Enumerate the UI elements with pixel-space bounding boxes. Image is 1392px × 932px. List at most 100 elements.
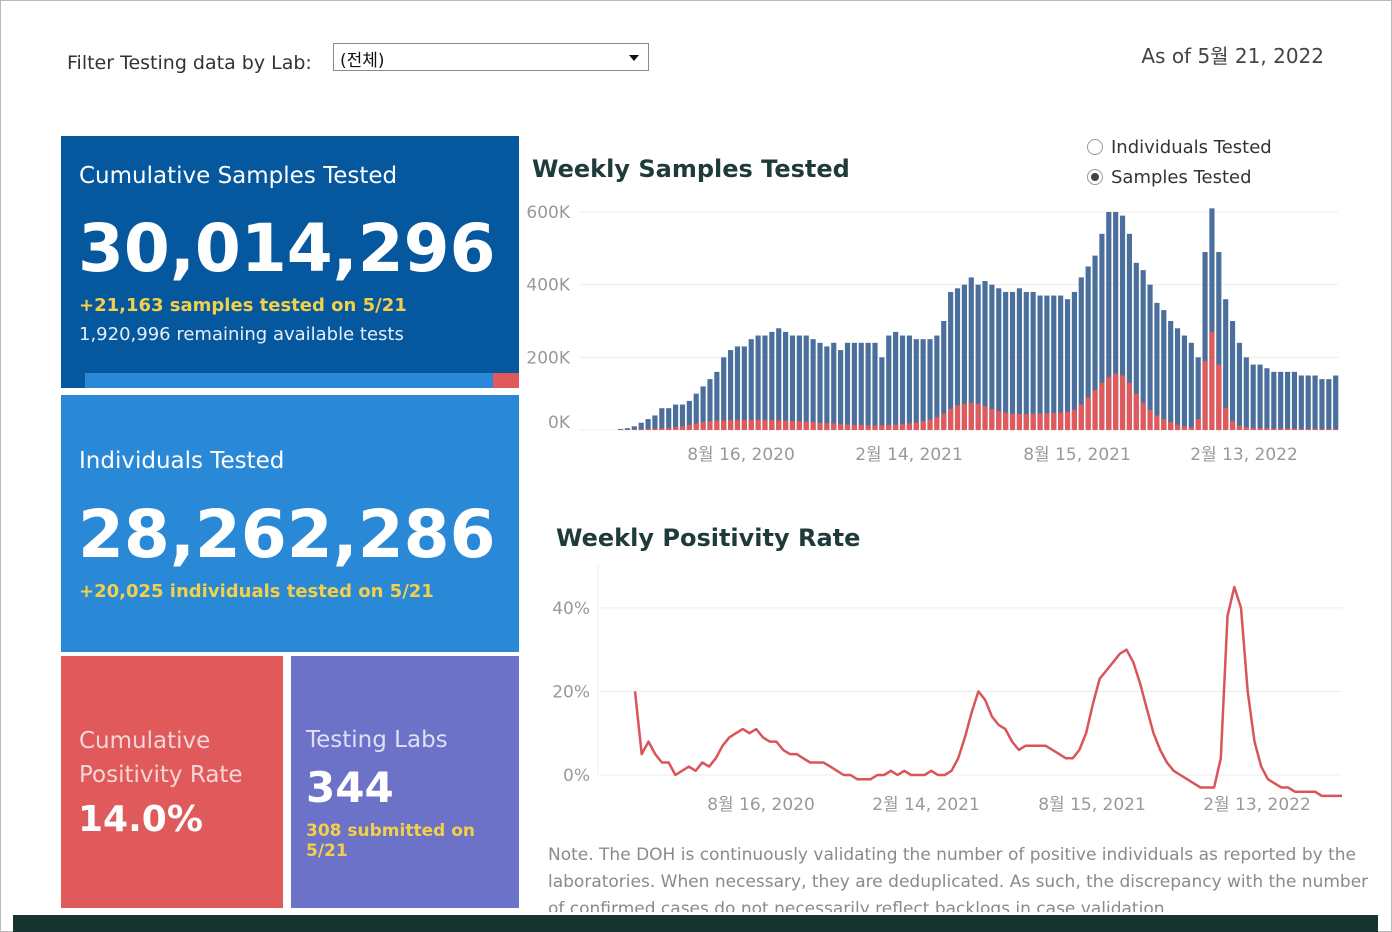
samples-bar bbox=[1236, 342, 1243, 430]
samples-bar bbox=[679, 404, 686, 430]
samples-bar bbox=[934, 335, 940, 430]
positive-bar bbox=[941, 413, 947, 430]
y-tick-label: 200K bbox=[526, 348, 570, 368]
samples-bar bbox=[989, 284, 995, 430]
y-tick-label: 40% bbox=[552, 599, 590, 619]
samples-bar bbox=[1154, 302, 1160, 430]
samples-bar bbox=[1319, 379, 1325, 430]
positive-bar bbox=[1181, 426, 1188, 430]
positive-bar bbox=[734, 420, 741, 430]
samples-bar bbox=[783, 331, 789, 430]
individuals-tested-card: Individuals Tested 28,262,286 +20,025 in… bbox=[61, 395, 519, 652]
positive-bar bbox=[1126, 382, 1132, 430]
samples-bar bbox=[996, 288, 1002, 430]
samples-bar bbox=[975, 284, 981, 430]
samples-bar bbox=[1243, 357, 1249, 430]
x-tick-label: 2월 14, 2021 bbox=[872, 795, 980, 815]
labs-count: 344 bbox=[306, 763, 394, 812]
positive-bar bbox=[1003, 412, 1009, 430]
positive-bar bbox=[721, 420, 727, 430]
samples-bar bbox=[1099, 233, 1105, 430]
positive-bar bbox=[1058, 412, 1064, 430]
samples-bar bbox=[631, 426, 637, 430]
samples-bar bbox=[1113, 212, 1119, 430]
positive-bar bbox=[1147, 410, 1153, 430]
labs-submitted: 308 submitted on 5/21 bbox=[306, 821, 475, 861]
samples-bar bbox=[844, 342, 851, 430]
positive-bar bbox=[1291, 428, 1298, 430]
positive-bar bbox=[1202, 360, 1208, 430]
radio-icon[interactable] bbox=[1087, 139, 1103, 155]
lab-filter-select[interactable]: (전체) bbox=[333, 43, 649, 71]
y-tick-label: 400K bbox=[526, 276, 570, 296]
samples-bar bbox=[858, 342, 864, 430]
samples-bar bbox=[700, 386, 706, 430]
positive-bar bbox=[920, 421, 926, 430]
samples-bar bbox=[1195, 357, 1201, 430]
samples-total: 30,014,296 bbox=[78, 210, 496, 287]
samples-bar bbox=[1181, 335, 1188, 430]
positive-bar bbox=[1044, 413, 1050, 430]
positive-bar bbox=[762, 420, 768, 430]
samples-bar bbox=[810, 339, 816, 430]
toggle-individuals-tested[interactable]: Individuals Tested bbox=[1087, 137, 1272, 158]
samples-bar bbox=[1119, 215, 1126, 430]
samples-bar bbox=[755, 335, 761, 430]
positive-bar bbox=[996, 411, 1002, 430]
positive-bar bbox=[1161, 419, 1167, 430]
samples-bar bbox=[776, 328, 782, 430]
samples-bar bbox=[1037, 295, 1043, 430]
toggle-label: Individuals Tested bbox=[1111, 137, 1272, 158]
positive-bar bbox=[1271, 428, 1277, 430]
samples-bar bbox=[686, 400, 692, 430]
positive-bar bbox=[1078, 404, 1084, 430]
samples-bar bbox=[796, 335, 802, 430]
positive-bar bbox=[1216, 364, 1222, 430]
samples-bar bbox=[1133, 262, 1139, 430]
samples-bar bbox=[645, 419, 651, 430]
positive-bar bbox=[1250, 427, 1256, 430]
samples-bar bbox=[982, 281, 988, 430]
samples-bar bbox=[762, 335, 768, 430]
samples-bar bbox=[769, 331, 775, 430]
positive-bar bbox=[776, 420, 782, 430]
positive-bar bbox=[741, 419, 747, 430]
positive-bar bbox=[927, 419, 933, 430]
positive-bar bbox=[913, 422, 919, 430]
positive-bar bbox=[1119, 375, 1126, 430]
x-tick-label: 8월 16, 2020 bbox=[687, 445, 795, 465]
toggle-samples-tested[interactable]: Samples Tested bbox=[1087, 167, 1252, 188]
samples-bar bbox=[693, 393, 699, 430]
positive-bar bbox=[1154, 415, 1160, 430]
positive-bar bbox=[1113, 373, 1119, 430]
positive-bar bbox=[1168, 422, 1174, 430]
positive-bar bbox=[783, 420, 789, 430]
positive-bar bbox=[1016, 414, 1022, 430]
footer-bar bbox=[13, 915, 1378, 932]
weekly-samples-title: Weekly Samples Tested bbox=[532, 155, 850, 183]
samples-bar bbox=[741, 346, 747, 430]
positive-bar bbox=[989, 408, 995, 430]
positive-bar bbox=[1092, 390, 1098, 430]
filter-label: Filter Testing data by Lab: bbox=[67, 52, 312, 74]
samples-bar bbox=[1188, 342, 1194, 430]
samples-bar bbox=[961, 284, 967, 430]
samples-bar bbox=[1071, 291, 1077, 430]
individuals-total: 28,262,286 bbox=[78, 496, 496, 573]
data-note: Note. The DOH is continuously validating… bbox=[548, 845, 1369, 912]
positive-bar bbox=[886, 424, 892, 430]
positive-bar bbox=[824, 423, 830, 430]
remaining-tests-fill bbox=[493, 373, 519, 388]
chevron-down-icon[interactable] bbox=[629, 55, 639, 61]
samples-bar bbox=[831, 342, 837, 430]
samples-bar bbox=[906, 335, 912, 430]
samples-bar bbox=[851, 342, 857, 430]
radio-icon[interactable] bbox=[1087, 169, 1103, 185]
samples-bar bbox=[838, 350, 844, 430]
positive-bar bbox=[1133, 393, 1139, 430]
positive-bar bbox=[1085, 397, 1091, 430]
weekly-positivity-chart: 0% 20% 40% 8월 16, 2020 2월 14, 2021 8월 15, 202… bbox=[552, 565, 1342, 815]
remaining-tests: 1,920,996 remaining available tests bbox=[79, 324, 404, 345]
samples-bar bbox=[1106, 212, 1112, 430]
samples-bar bbox=[879, 357, 885, 430]
